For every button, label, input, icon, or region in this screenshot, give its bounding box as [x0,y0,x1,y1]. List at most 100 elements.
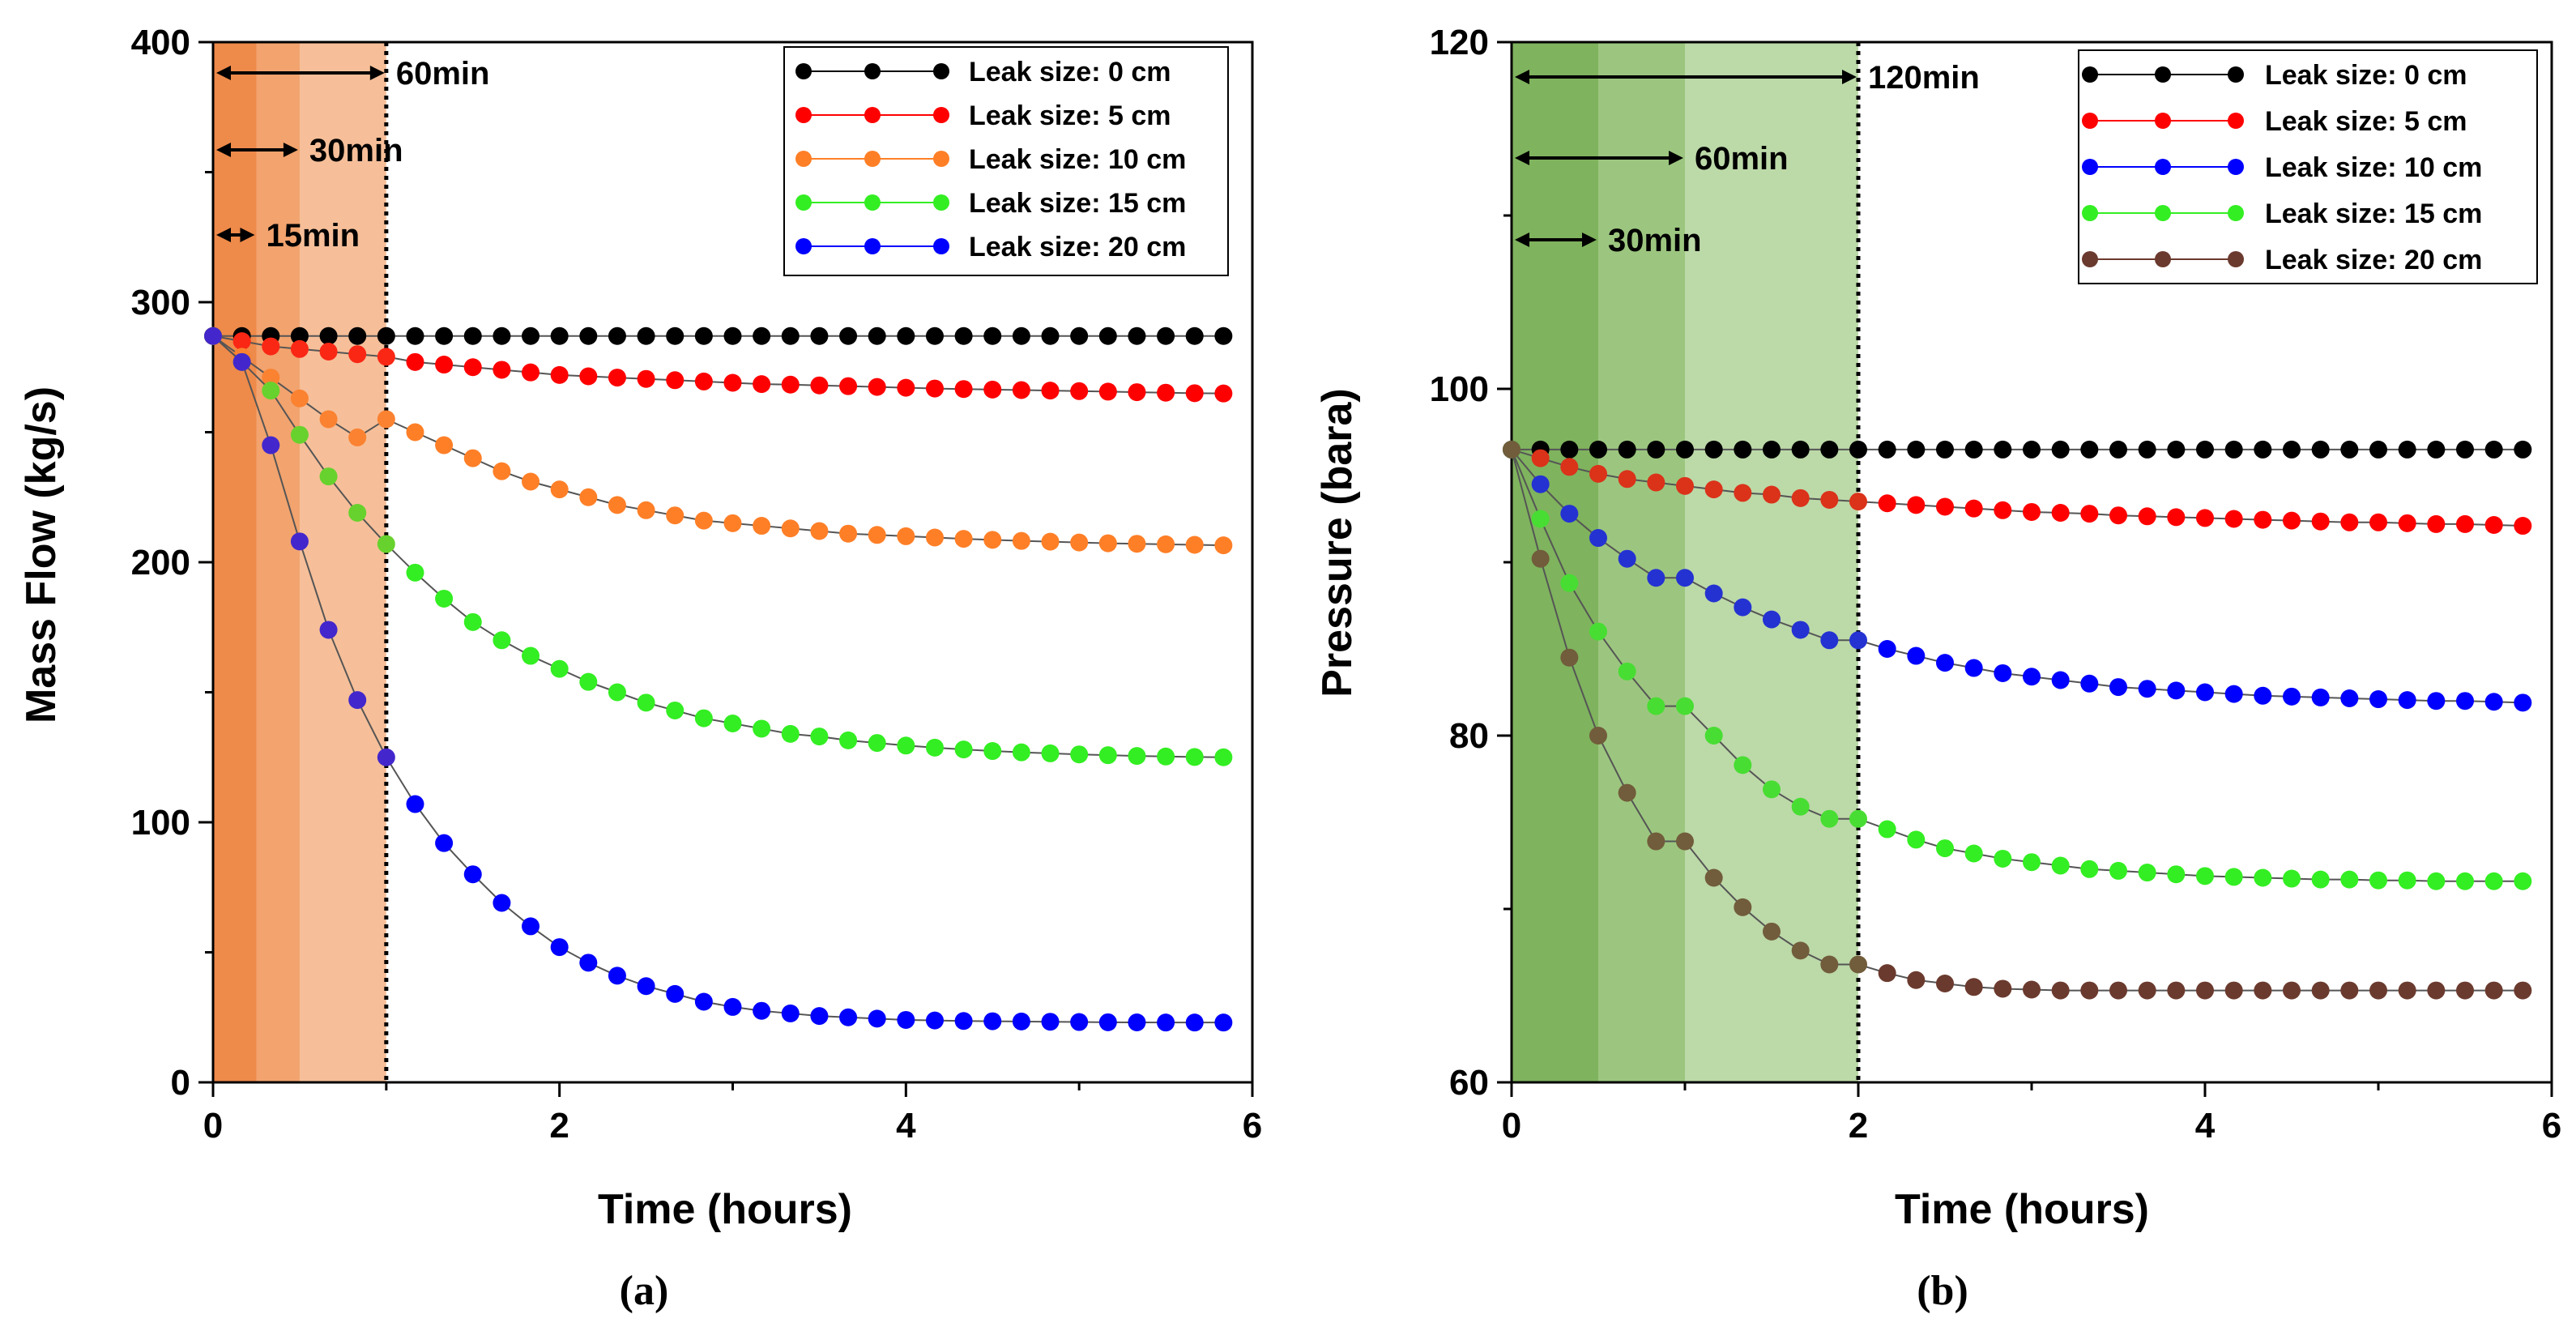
data-point [608,966,626,985]
legend-marker [864,151,881,167]
legend-entry: Leak size: 10 cm [969,144,1186,175]
data-point [2427,514,2446,533]
data-point [1157,747,1175,766]
data-point [694,372,713,390]
data-point [2196,683,2214,702]
data-point [954,380,973,399]
data-point [1734,440,1752,459]
data-point [1214,384,1233,403]
data-point [435,436,454,454]
data-point [2051,856,2070,875]
data-point [348,428,367,446]
data-point [2311,512,2330,531]
data-point [2023,440,2041,459]
x-tick-label: 2 [1849,1106,1868,1146]
data-point [925,528,944,547]
data-point [1070,533,1089,552]
data-point [1676,832,1694,851]
data-point [2398,514,2416,532]
data-point [1994,440,2012,459]
data-point [1531,449,1550,467]
data-point [262,436,280,454]
data-point [406,423,424,442]
data-point [493,462,511,480]
data-point [579,672,598,691]
legend-marker [2082,205,2098,221]
legend-box-a [783,46,1229,276]
data-point [1128,383,1146,402]
data-point [1676,440,1694,459]
data-point [2514,693,2532,712]
data-point [1791,440,1810,459]
legend-entry: Leak size: 0 cm [2265,60,2467,91]
data-point [1531,510,1550,528]
data-point [868,378,886,396]
data-point [2023,853,2041,872]
legend-marker [2155,113,2171,129]
data-point [723,997,742,1016]
data-point [1214,536,1233,555]
data-point [637,977,655,996]
data-point [1994,501,2012,519]
data-point [1560,574,1579,592]
data-point [868,526,886,544]
x-tick-label: 4 [896,1106,916,1146]
data-point [1157,1013,1175,1032]
data-point [2138,680,2156,698]
data-point [2456,440,2474,459]
data-point [753,517,771,535]
y-tick-label: 0 [171,1063,190,1103]
data-point [1878,494,1896,513]
y-tick-label: 300 [131,283,190,322]
data-point [435,326,454,345]
data-point [1791,489,1810,507]
data-point [2080,981,2099,1000]
data-point [1734,598,1752,617]
data-point [406,352,424,371]
data-point [637,369,655,388]
data-point [2514,872,2532,890]
data-point [2283,981,2301,1000]
data-point [493,361,511,379]
data-point [463,326,482,345]
data-point [1964,440,1983,459]
data-point [637,501,655,519]
data-point [2254,440,2272,459]
data-point [2254,510,2272,529]
data-point [2138,864,2156,882]
data-point [1820,809,1839,828]
data-point [954,326,973,345]
data-point [1936,440,1954,459]
data-point [2456,981,2474,1000]
data-point [1964,978,1983,996]
legend-marker [2228,66,2244,83]
data-point [608,496,626,514]
data-point [290,389,309,407]
data-point [2224,510,2243,528]
data-point [435,589,454,608]
data-point [1618,549,1636,568]
legend-marker [933,194,949,211]
data-point [319,621,338,639]
data-point [1012,326,1030,345]
legend-marker [2155,66,2171,83]
data-point [1907,830,1926,849]
data-point [290,425,309,444]
data-point [579,954,598,972]
data-point [1618,783,1636,802]
data-point [493,631,511,650]
data-point [1763,610,1781,629]
data-point [2109,678,2127,697]
data-point [522,917,540,936]
x-tick-label: 6 [1243,1106,1262,1146]
data-point [2254,981,2272,1000]
data-point [1791,797,1810,816]
data-point [1128,747,1146,766]
data-point [2398,691,2416,710]
data-point [1907,646,1926,665]
data-point [1531,475,1550,493]
data-point [2427,440,2446,459]
data-point [637,326,655,345]
data-point [2484,872,2503,890]
